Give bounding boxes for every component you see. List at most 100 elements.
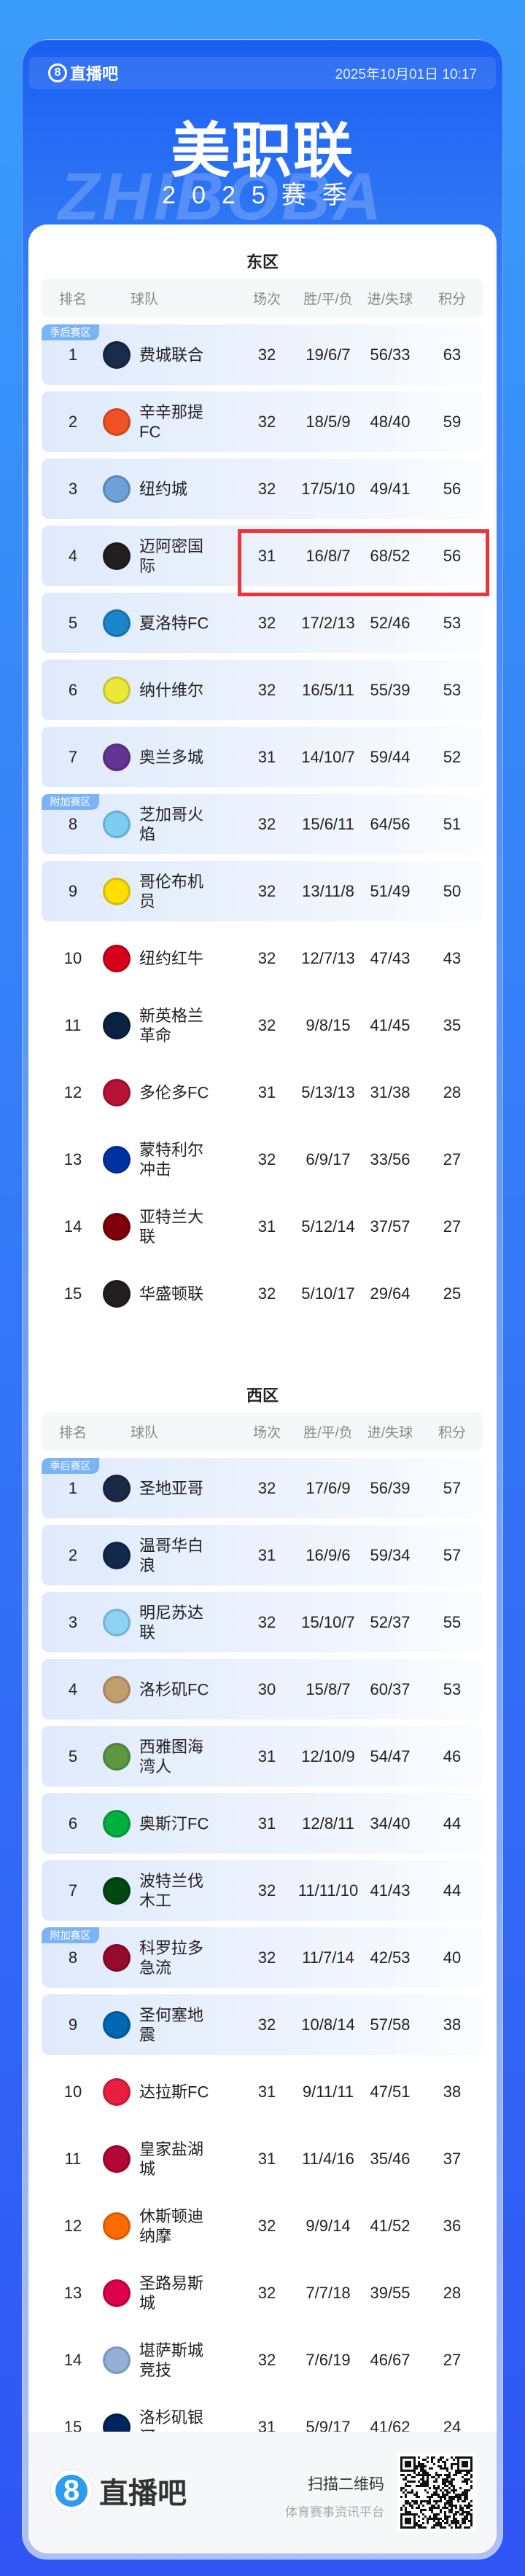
table-row[interactable]: 10 纽约红牛 32 12/7/13 47/43 43 [42, 928, 483, 988]
column-header: 球队 [131, 1425, 159, 1440]
rank: 14 [63, 2350, 82, 2369]
goals: 59/44 [370, 747, 411, 766]
team-name[interactable]: 圣何塞地震 [139, 2005, 204, 2044]
team-name[interactable]: 纳什维尔 [139, 681, 204, 699]
points: 35 [443, 1015, 462, 1034]
table-row[interactable]: 11 皇家盐湖城 31 11/4/16 35/46 37 [42, 2128, 483, 2189]
table-row[interactable]: 附加赛区 8 芝加哥火焰 32 15/6/11 64/56 51 [42, 794, 483, 854]
win-draw-loss: 11/4/16 [302, 2149, 354, 2168]
rank: 9 [68, 2015, 78, 2034]
rank: 13 [63, 2283, 82, 2302]
team-name[interactable]: 蒙特利尔冲击 [139, 1140, 204, 1179]
table-row[interactable]: 12 多伦多FC 31 5/13/13 31/38 28 [42, 1062, 483, 1123]
table-row[interactable]: 4 迈阿密国际 31 16/8/7 68/52 56 [42, 526, 483, 586]
points: 40 [443, 1948, 462, 1967]
table-row[interactable]: 11 新英格兰革命 32 9/8/15 41/45 35 [42, 995, 483, 1055]
team-name[interactable]: 圣路易斯城 [139, 2273, 204, 2312]
table-row[interactable]: 季后赛区 1 圣地亚哥 32 17/6/9 56/39 57 [42, 1458, 483, 1518]
table-row[interactable]: 15 华盛顿联 32 5/10/17 29/64 25 [42, 1263, 483, 1324]
points: 56 [443, 479, 462, 498]
team-name[interactable]: 哥伦布机员 [139, 872, 204, 910]
team-name[interactable]: 纽约城 [139, 480, 188, 498]
goals: 47/43 [370, 948, 411, 967]
team-name[interactable]: 洛杉矶FC [139, 1680, 209, 1698]
table-row[interactable]: 13 圣路易斯城 32 7/7/18 39/55 28 [42, 2263, 483, 2323]
points: 27 [443, 2350, 462, 2369]
team-logo-icon [103, 2212, 131, 2240]
goals: 31/38 [370, 1082, 411, 1101]
table-row[interactable]: 14 堪萨斯城竞技 32 7/6/19 46/67 27 [42, 2330, 483, 2390]
team-name[interactable]: 圣地亚哥 [139, 1479, 204, 1497]
win-draw-loss: 16/9/6 [306, 1545, 351, 1564]
team-name[interactable]: 辛辛那提FC [139, 402, 204, 441]
goals: 41/45 [370, 1015, 411, 1034]
table-row[interactable]: 7 波特兰伐木工 32 11/11/10 41/43 44 [42, 1860, 483, 1921]
table-row[interactable]: 14 亚特兰大联 31 5/12/14 37/57 27 [42, 1196, 483, 1257]
team-name[interactable]: 奥兰多城 [139, 748, 204, 766]
team-name[interactable]: 新英格兰革命 [139, 1006, 204, 1045]
qr-code[interactable] [397, 2453, 476, 2532]
team-name[interactable]: 皇家盐湖城 [139, 2139, 204, 2178]
team-name[interactable]: 西雅图海湾人 [139, 1737, 204, 1776]
played: 31 [257, 2082, 276, 2101]
rank: 7 [68, 1881, 78, 1900]
win-draw-loss: 16/8/7 [306, 546, 351, 565]
table-row[interactable]: 5 夏洛特FC 32 17/2/13 52/46 53 [42, 593, 483, 653]
goals: 56/33 [370, 345, 411, 364]
table-row[interactable]: 3 明尼苏达联 32 15/10/7 52/37 55 [42, 1592, 483, 1652]
team-name[interactable]: 华盛顿联 [139, 1284, 204, 1303]
team-name[interactable]: 波特兰伐木工 [139, 1871, 204, 1910]
team-name[interactable]: 堪萨斯城竞技 [139, 2341, 204, 2379]
table-row[interactable]: 附加赛区 8 科罗拉多急流 32 11/7/14 42/53 40 [42, 1927, 483, 1988]
table-row[interactable]: 2 辛辛那提FC 32 18/5/9 48/40 59 [42, 391, 483, 452]
table-row[interactable]: 2 温哥华白浪 31 16/9/6 59/34 57 [42, 1525, 483, 1585]
logo-8-icon: 8 [51, 2470, 92, 2511]
team-name[interactable]: 明尼苏达联 [139, 1603, 204, 1642]
played: 31 [257, 747, 276, 766]
win-draw-loss: 5/12/14 [301, 1217, 355, 1236]
table-row[interactable]: 13 蒙特利尔冲击 32 6/9/17 33/56 27 [42, 1129, 483, 1190]
win-draw-loss: 9/9/14 [306, 2216, 351, 2235]
table-row[interactable]: 7 奥兰多城 31 14/10/7 59/44 52 [42, 727, 483, 787]
team-name[interactable]: 休斯顿迪纳摩 [139, 2206, 204, 2245]
team-name[interactable]: 芝加哥火焰 [139, 805, 204, 843]
table-row[interactable]: 5 西雅图海湾人 31 12/10/9 54/47 46 [42, 1726, 483, 1787]
team-logo-icon [103, 1212, 131, 1241]
team-name[interactable]: 迈阿密国际 [139, 536, 204, 575]
table-row[interactable]: 12 休斯顿迪纳摩 32 9/9/14 41/52 36 [42, 2196, 483, 2256]
goals: 57/58 [370, 2015, 411, 2034]
goals: 59/34 [370, 1545, 411, 1564]
team-name[interactable]: 科罗拉多急流 [139, 1938, 204, 1977]
goals: 42/53 [370, 1948, 411, 1967]
table-row[interactable]: 9 哥伦布机员 32 13/11/8 51/49 50 [42, 861, 483, 921]
team-name[interactable]: 亚特兰大联 [139, 1207, 204, 1246]
team-name[interactable]: 温哥华白浪 [139, 1536, 204, 1574]
team-logo-icon [103, 407, 131, 436]
rank: 1 [68, 1478, 78, 1497]
played: 31 [257, 2149, 276, 2168]
win-draw-loss: 17/5/10 [301, 479, 355, 498]
table-row[interactable]: 9 圣何塞地震 32 10/8/14 57/58 38 [42, 1994, 483, 2055]
table-row[interactable]: 4 洛杉矶FC 30 15/8/7 60/37 53 [42, 1659, 483, 1720]
table-row[interactable]: 3 纽约城 32 17/5/10 49/41 56 [42, 458, 483, 519]
points: 38 [443, 2082, 462, 2101]
table-row[interactable]: 10 达拉斯FC 31 9/11/11 47/51 38 [42, 2061, 483, 2122]
footer-logo: 8 直播吧 [51, 2470, 187, 2512]
table-row[interactable]: 6 纳什维尔 32 16/5/11 55/39 53 [42, 660, 483, 720]
table-row[interactable]: 季后赛区 1 费城联合 32 19/6/7 56/33 63 [42, 324, 483, 385]
datetime: 2025年10月01日 10:17 [335, 66, 477, 82]
team-name[interactable]: 达拉斯FC [139, 2083, 209, 2101]
team-name[interactable]: 费城联合 [139, 346, 204, 364]
rank: 5 [68, 1746, 78, 1765]
rank: 4 [68, 546, 78, 565]
conference-title: 西区 [246, 1386, 279, 1405]
win-draw-loss: 5/10/17 [301, 1284, 355, 1303]
played: 30 [257, 1679, 276, 1698]
brand-name: 直播吧 [70, 65, 119, 83]
team-name[interactable]: 奥斯汀FC [139, 1814, 209, 1833]
goals: 51/49 [370, 881, 411, 900]
team-name[interactable]: 多伦多FC [139, 1083, 209, 1101]
team-name[interactable]: 纽约红牛 [139, 949, 204, 967]
table-row[interactable]: 6 奥斯汀FC 31 12/8/11 34/40 44 [42, 1793, 483, 1854]
team-name[interactable]: 夏洛特FC [139, 614, 209, 632]
